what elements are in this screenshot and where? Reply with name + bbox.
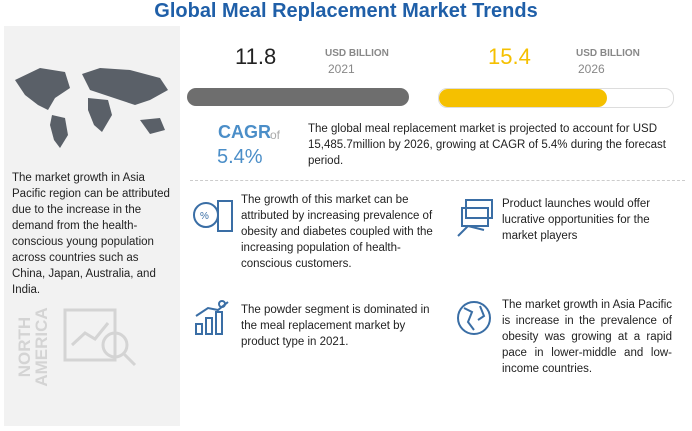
progress-bar	[439, 89, 607, 107]
point-text: The growth of this market can be attribu…	[241, 194, 433, 270]
cagr-text: The global meal replacement market is pr…	[308, 123, 666, 167]
left-text: The market growth in Asia Pacific region…	[12, 172, 170, 296]
watermark: NORTH AMERICA	[15, 307, 51, 387]
stat-year: 2021	[328, 62, 355, 76]
stat-value: 11.8	[235, 44, 277, 69]
analytics-icon	[63, 308, 137, 367]
stat-unit: USD BILLION	[325, 48, 389, 59]
stat-value: 15.4	[488, 44, 531, 69]
point-text: Product launches would offer lucrative o…	[502, 198, 651, 242]
cagr-label: CAGR	[218, 122, 271, 142]
cagr-of: of	[270, 128, 281, 142]
money-icon	[457, 199, 493, 237]
point-text: The market growth in Asia Pacific is inc…	[502, 299, 673, 375]
world-map	[15, 68, 168, 148]
title: Global Meal Replacement Market Trends	[154, 0, 538, 22]
growth-icon	[195, 300, 229, 335]
progress-bar	[187, 88, 409, 106]
point-text: The powder segment is dominated in the m…	[241, 304, 430, 348]
stat-year: 2026	[578, 62, 605, 76]
stats-icon: %	[193, 200, 233, 232]
globe-icon	[457, 301, 491, 335]
svg-text:%: %	[200, 211, 209, 222]
cagr-value: 5.4%	[217, 146, 263, 168]
separator	[190, 180, 685, 181]
stat-unit: USD BILLION	[576, 48, 640, 59]
